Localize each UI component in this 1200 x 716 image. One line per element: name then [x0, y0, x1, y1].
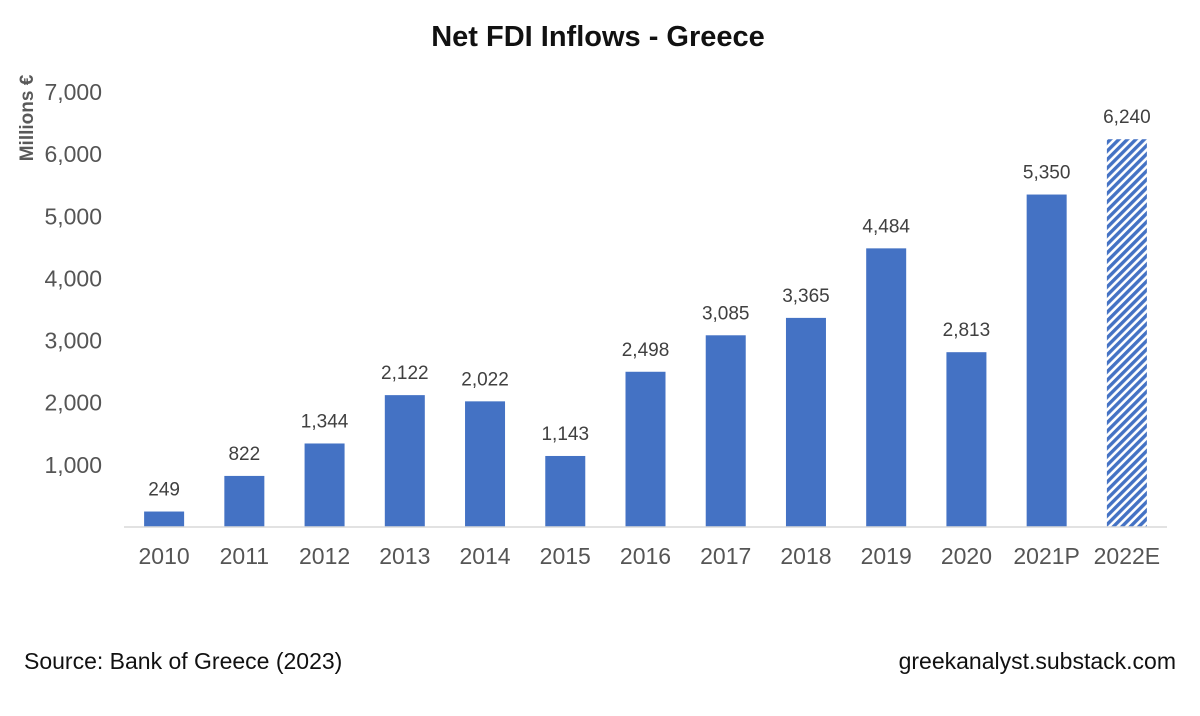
x-tick-label: 2015: [540, 543, 591, 569]
x-tick-label: 2022E: [1094, 543, 1161, 569]
x-tick-label: 2021P: [1013, 543, 1080, 569]
y-axis-label: Millions €: [17, 74, 38, 161]
x-tick-label: 2020: [941, 543, 992, 569]
y-tick-label: 5,000: [44, 203, 102, 229]
x-tick-label: 2018: [780, 543, 831, 569]
data-label: 4,484: [862, 216, 910, 237]
y-tick-label: 3,000: [44, 328, 102, 354]
x-tick-label: 2014: [459, 543, 510, 569]
y-tick-label: 6,000: [44, 141, 102, 167]
y-tick-label: 1,000: [44, 452, 102, 478]
x-tick-label: 2019: [861, 543, 912, 569]
bar: [785, 317, 826, 527]
y-tick-label: 7,000: [44, 79, 102, 105]
data-label: 822: [228, 444, 260, 465]
x-tick-label: 2013: [379, 543, 430, 569]
y-axis: 1,000 2,000 3,000 4,000 5,000 6,000 7,000: [44, 79, 102, 478]
bar: [705, 335, 746, 527]
x-tick-label: 2010: [139, 543, 190, 569]
site-credit: greekanalyst.substack.com: [898, 648, 1176, 674]
data-label: 1,344: [301, 411, 349, 432]
x-tick-label: 2012: [299, 543, 350, 569]
bar-estimate: [1106, 139, 1147, 527]
y-tick-label: 4,000: [44, 265, 102, 291]
x-axis: 2010 2011 2012 2013 2014 2015 2016 2017 2018 2019…: [139, 543, 1161, 569]
x-tick-label: 2011: [220, 543, 269, 569]
chart-title: Net FDI Inflows - Greece: [431, 21, 765, 53]
bar: [465, 401, 506, 527]
x-tick-label: 2016: [620, 543, 671, 569]
data-label: 3,085: [702, 303, 750, 324]
data-label: 2,122: [381, 363, 429, 384]
y-tick-label: 2,000: [44, 390, 102, 416]
x-tick-label: 2017: [700, 543, 751, 569]
bars-group: [144, 139, 1147, 528]
bar: [224, 475, 265, 527]
bar: [545, 455, 586, 527]
bar: [866, 248, 907, 527]
data-label: 2,813: [943, 320, 991, 341]
bar: [304, 443, 345, 527]
source-note: Source: Bank of Greece (2023): [24, 648, 343, 674]
bar: [1026, 194, 1067, 528]
bar: [384, 395, 425, 527]
data-label: 1,143: [541, 424, 589, 445]
data-label: 2,498: [622, 340, 670, 361]
bar: [946, 352, 987, 527]
data-label: 2,022: [461, 369, 509, 390]
bar: [144, 511, 185, 527]
bar: [625, 371, 666, 527]
data-label: 5,350: [1023, 163, 1071, 184]
data-label: 3,365: [782, 286, 830, 307]
data-labels: 249 822 1,344 2,122 2,022 1,143 2,498 3,085 3,36…: [148, 107, 1150, 500]
data-label: 249: [148, 480, 180, 501]
data-label: 6,240: [1103, 107, 1151, 128]
